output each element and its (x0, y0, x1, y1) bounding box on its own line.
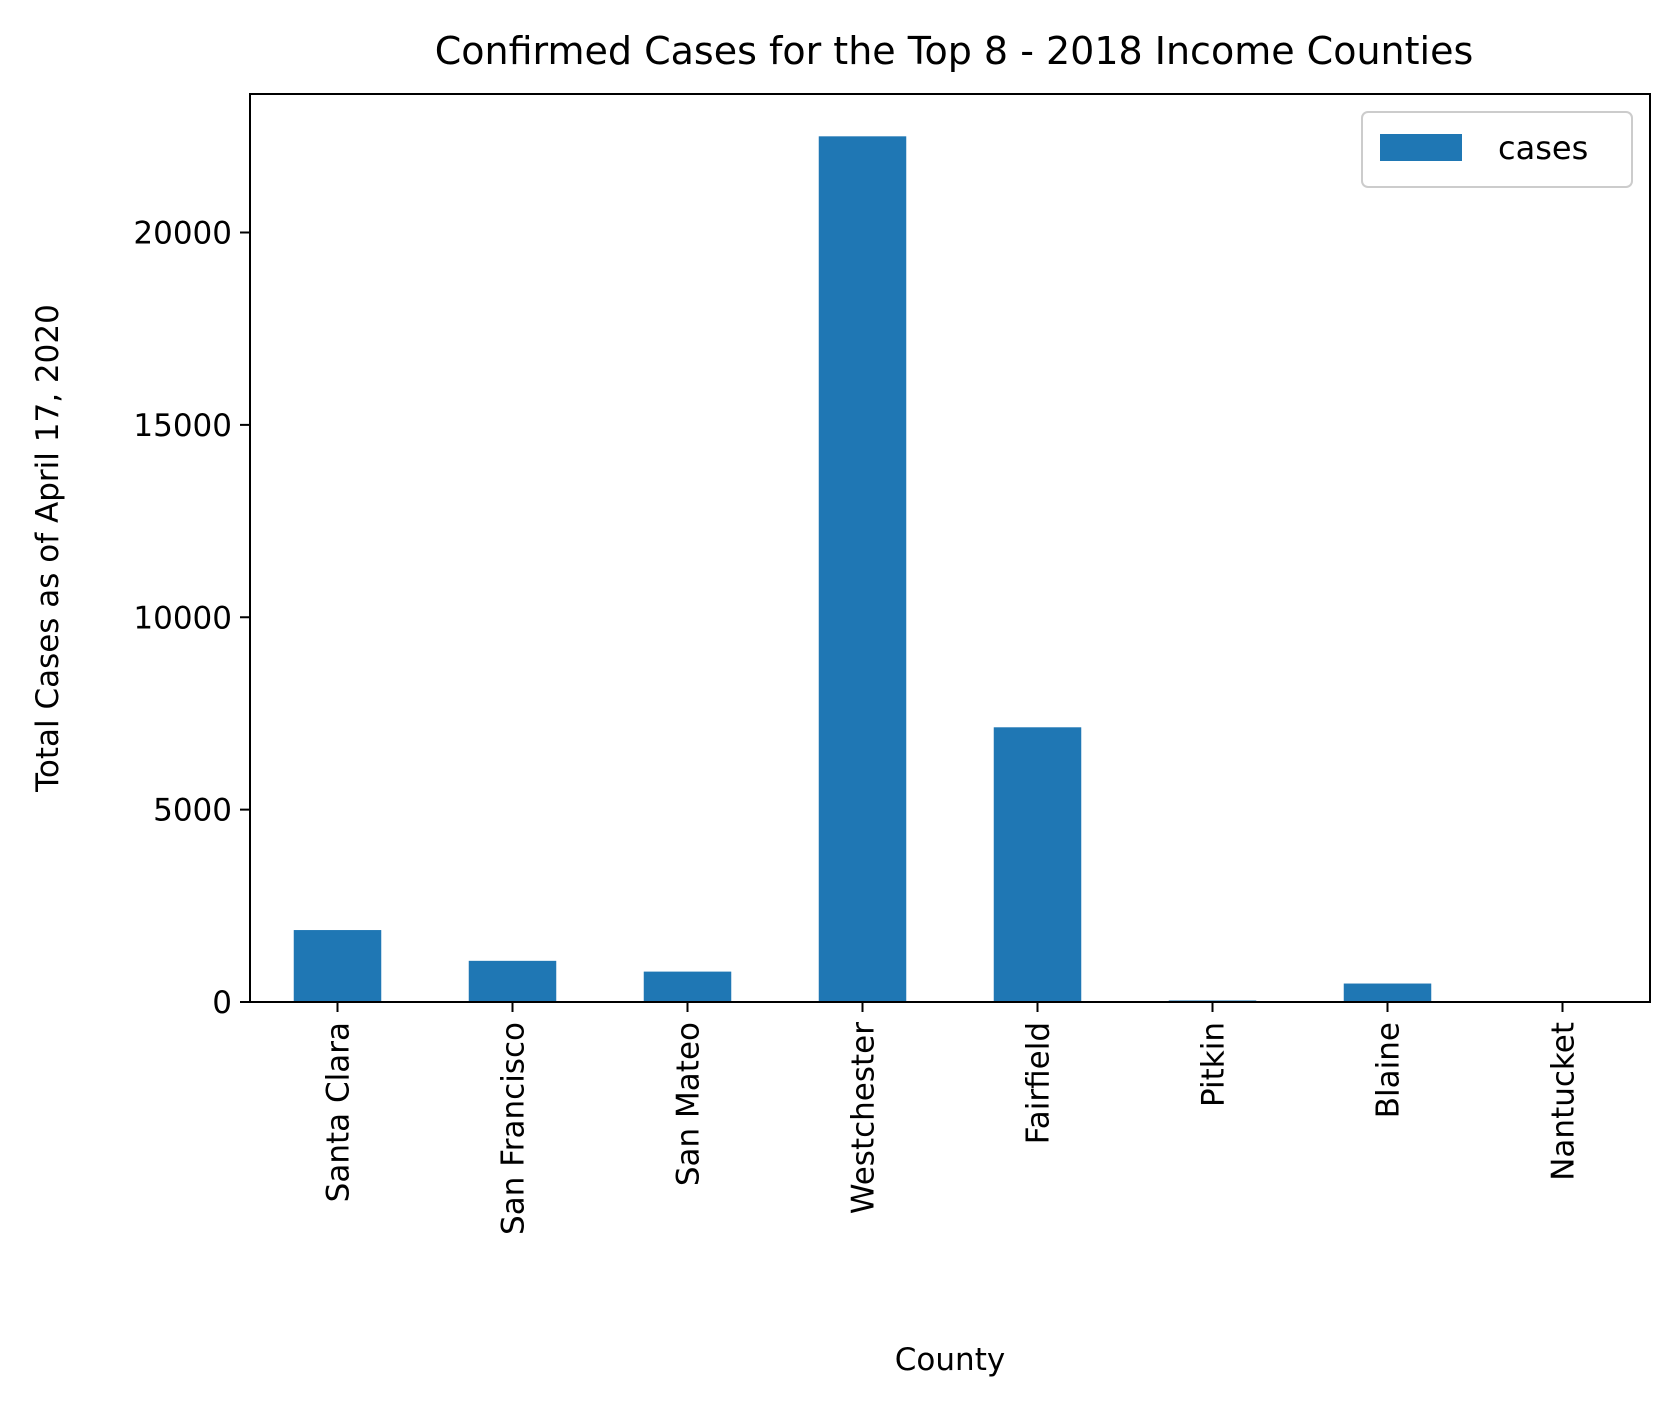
y-axis-label: Total Cases as of April 17, 2020 (30, 304, 66, 793)
x-tick-label: Westchester (846, 1022, 882, 1214)
chart-title: Confirmed Cases for the Top 8 - 2018 Inc… (435, 29, 1474, 73)
legend: cases (1361, 111, 1633, 188)
x-tick-label: Santa Clara (321, 1022, 357, 1202)
y-tick-label: 15000 (133, 408, 232, 444)
x-tick-label: Fairfield (1021, 1022, 1057, 1144)
plot-frame (249, 93, 1651, 1003)
x-axis-label: County (895, 1342, 1005, 1378)
bar-san-mateo (643, 971, 732, 1002)
x-tick-label: Nantucket (1546, 1022, 1582, 1181)
x-tick-label: Blaine (1371, 1022, 1407, 1118)
y-tick-label: 20000 (133, 216, 232, 252)
bar-westchester (818, 136, 907, 1003)
legend-swatch (1380, 134, 1462, 161)
x-axis-ticks: Santa Clara San Francisco San Mateo Westche… (321, 1002, 1582, 1235)
bar-fairfield (993, 727, 1082, 1002)
bars-layer (293, 136, 1607, 1003)
x-tick-label: Pitkin (1196, 1022, 1232, 1107)
x-tick-label: San Francisco (496, 1022, 532, 1235)
plot-area: 0 5000 10000 15000 20000 Santa Clara San Fran… (133, 93, 1651, 1235)
bar-blaine (1343, 983, 1432, 1002)
bar-san-francisco (468, 960, 557, 1002)
y-tick-label: 0 (212, 985, 232, 1021)
legend-box (1361, 111, 1633, 188)
x-tick-label: San Mateo (671, 1022, 707, 1186)
y-tick-label: 10000 (133, 600, 232, 636)
y-tick-label: 5000 (153, 793, 232, 829)
legend-label: cases (1498, 129, 1588, 167)
bar-santa-clara (293, 930, 382, 1002)
y-axis-ticks: 0 5000 10000 15000 20000 (133, 216, 250, 1021)
